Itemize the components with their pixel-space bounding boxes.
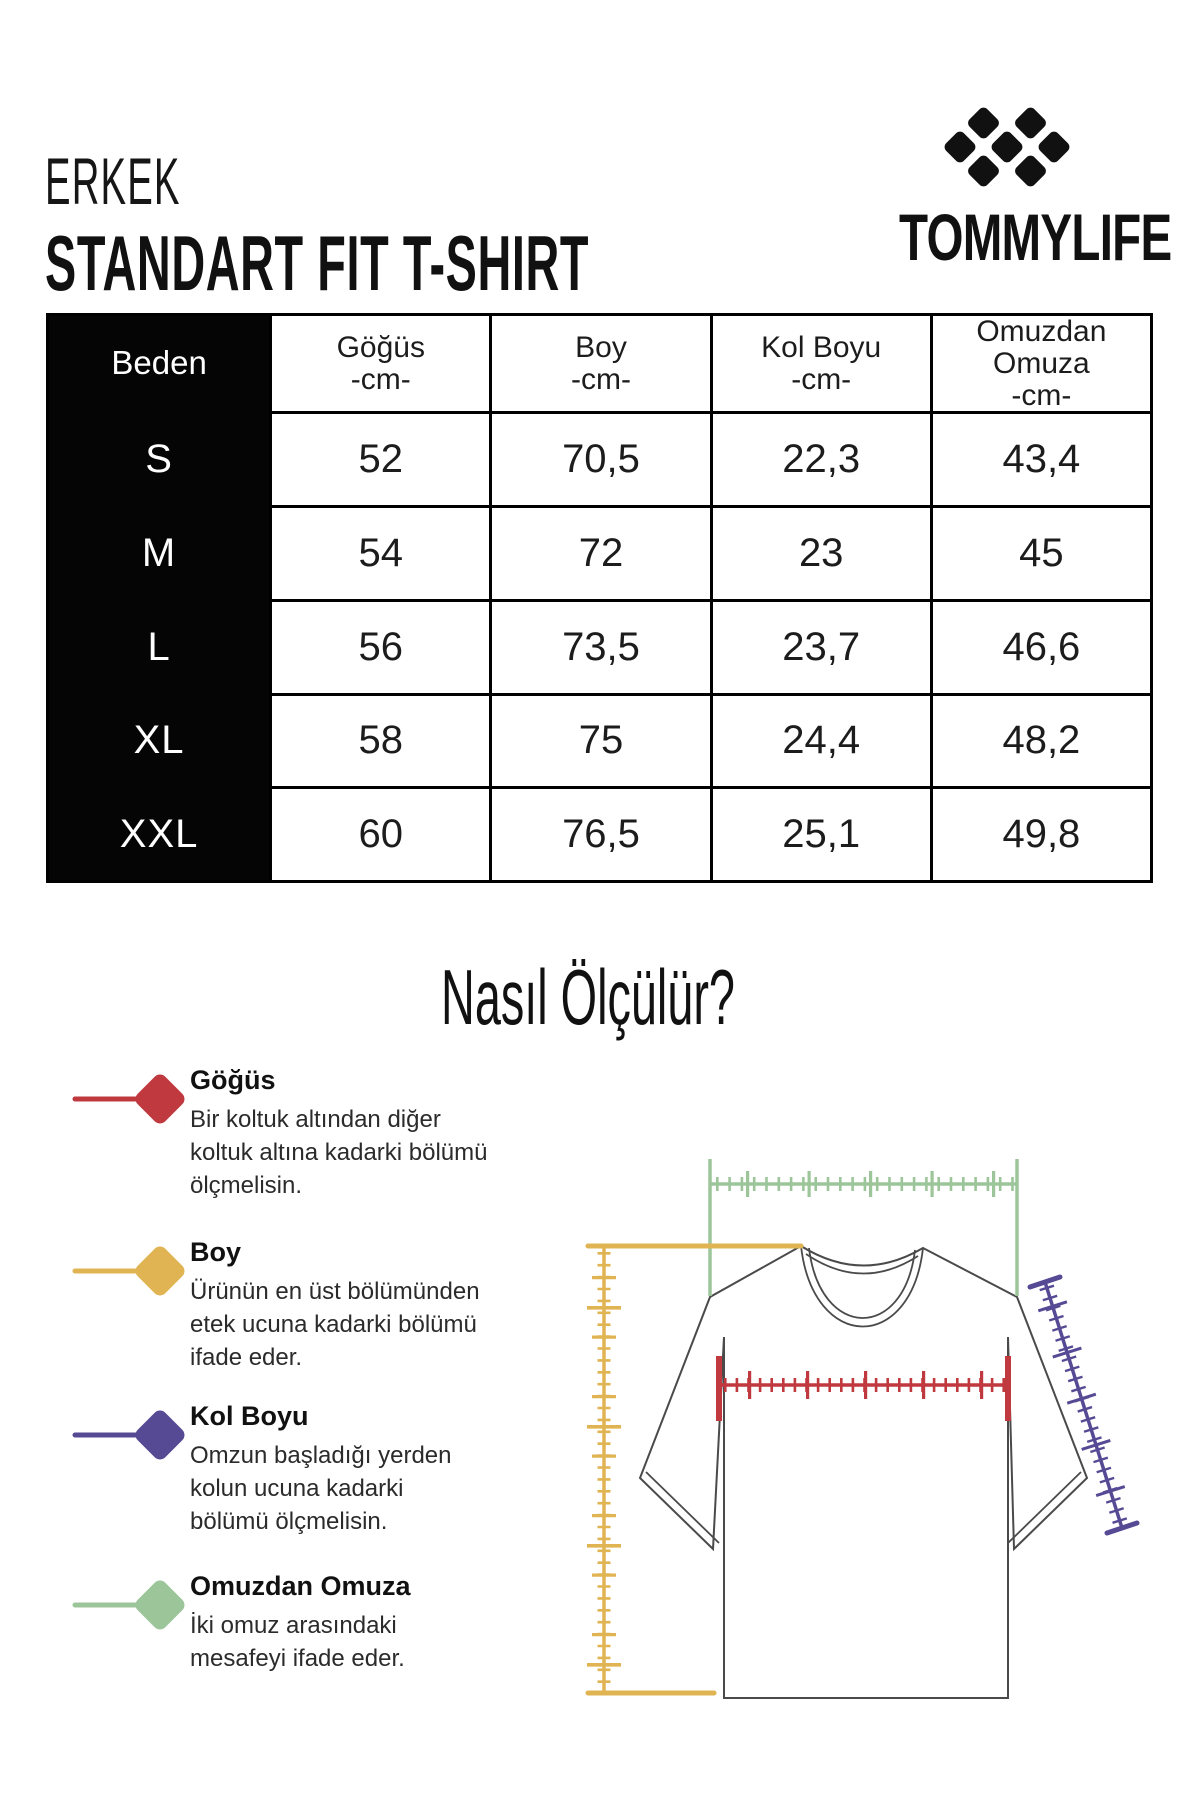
size-row-label: XL	[49, 692, 270, 787]
size-cell: 23	[709, 505, 930, 599]
boy-diamond-marker-icon	[72, 1246, 185, 1296]
size-row-label: L	[49, 598, 270, 693]
size-cell: 52	[269, 411, 490, 506]
legend-name: Boy	[190, 1237, 242, 1267]
gogus-diamond-marker-icon	[72, 1074, 185, 1124]
legend-name: Göğüs	[190, 1065, 276, 1095]
collar-front-outer	[800, 1245, 924, 1328]
legend-item-omuzdan-omuza: Omuzdan Omuza İki omuz arasındaki mesafe…	[72, 1571, 502, 1740]
diamond-pattern	[944, 107, 1070, 187]
size-cell: 23,7	[709, 598, 930, 693]
omuzdan-omuza-diamond-marker-icon	[72, 1580, 185, 1630]
legend-name: Kol Boyu	[190, 1401, 309, 1431]
kol-boyu-diamond-marker-icon	[72, 1410, 185, 1460]
col-header-kol-boyu: Kol Boyu -cm-	[709, 316, 930, 412]
legend-description: Ürünün en üst bölümünden etek ucuna kada…	[190, 1277, 480, 1371]
size-cell: 48,2	[929, 692, 1150, 787]
legend-description: Omzun başladığı yerden kolun ucuna kadar…	[190, 1441, 452, 1535]
size-cell: 73,5	[489, 598, 710, 693]
size-cell: 58	[269, 692, 490, 787]
size-cell: 60	[269, 786, 490, 880]
size-cell: 43,4	[929, 411, 1150, 506]
legend-name: Omuzdan Omuza	[190, 1571, 411, 1601]
size-cell: 22,3	[709, 411, 930, 506]
product-title: STANDART FIT T-SHIRT	[45, 219, 590, 307]
size-row-label: XXL	[49, 786, 270, 880]
tshirt-measurement-diagram	[585, 1159, 1140, 1699]
size-cell: 45	[929, 505, 1150, 599]
size-row-label: M	[49, 505, 270, 599]
size-row-label: S	[49, 411, 270, 506]
size-cell: 76,5	[489, 786, 710, 880]
col-header-gogus: Göğüs -cm-	[269, 316, 489, 412]
col-header-beden: Beden	[49, 316, 270, 412]
left-sleeve-stitch	[645, 1471, 720, 1544]
length-ruler	[585, 1243, 804, 1696]
category-title: ERKEK	[45, 144, 181, 218]
col-header-omuzdan-omuza: Omuzdan Omuza -cm-	[929, 316, 1150, 412]
right-sleeve-stitch	[1007, 1471, 1082, 1544]
size-cell: 54	[269, 505, 490, 599]
legend-description: Bir koltuk altından diğer koltuk altına …	[190, 1105, 488, 1199]
collar-front-inner	[808, 1247, 916, 1319]
tommylife-diamonds-logo-icon	[944, 107, 1070, 187]
brand-name: TOMMYLIFE	[899, 200, 1172, 274]
how-to-measure-title: Nasıl Ölçülür?	[441, 953, 735, 1041]
legend-item-boy: Boy Ürünün en üst bölümünden etek ucuna …	[72, 1237, 502, 1406]
col-header-boy: Boy -cm-	[489, 316, 709, 412]
tshirt-outline	[638, 1244, 1089, 1699]
sleeve-ruler	[1027, 1274, 1140, 1536]
size-cell: 46,6	[929, 598, 1150, 693]
legend-item-gogus: Göğüs Bir koltuk altından diğer koltuk a…	[72, 1065, 502, 1234]
size-cell: 70,5	[489, 411, 710, 506]
size-cell: 56	[269, 598, 490, 693]
size-cell: 25,1	[709, 786, 930, 880]
size-table: Beden Göğüs -cm- Boy -cm- Kol Boyu -cm- …	[46, 313, 1153, 883]
shoulder-ruler	[708, 1159, 1019, 1296]
legend-description: İki omuz arasındaki mesafeyi ifade eder.	[190, 1611, 405, 1672]
legend-item-kol-boyu: Kol Boyu Omzun başladığı yerden kolun uc…	[72, 1401, 502, 1570]
size-cell: 72	[489, 505, 710, 599]
size-cell: 49,8	[929, 786, 1150, 880]
size-cell: 75	[489, 692, 710, 787]
collar-band-line	[805, 1253, 919, 1275]
size-cell: 24,4	[709, 692, 930, 787]
chest-ruler	[716, 1356, 1011, 1421]
